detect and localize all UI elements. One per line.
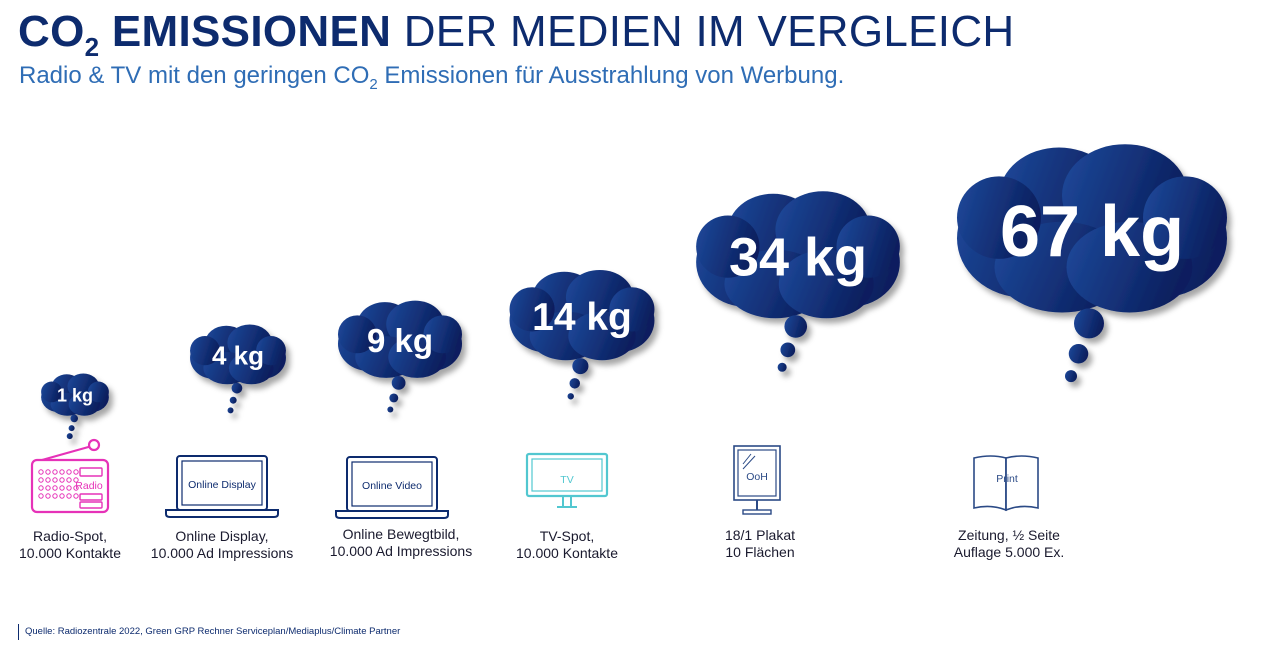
value-label-2: 4 kg (212, 340, 264, 370)
laptop-icon-display-label: Online Display (188, 479, 256, 491)
page-title: CO2 EMISSIONEN DER MEDIEN IM VERGLEICH (18, 7, 1015, 62)
thought-bubble (229, 396, 237, 404)
tv-icon-label: TV (560, 474, 573, 486)
thought-bubble (569, 378, 580, 389)
caption-radio: Radio-Spot, 10.000 Kontakte (19, 528, 121, 561)
billboard-icon: OoH (733, 445, 781, 515)
thought-bubble (387, 406, 394, 413)
cloud-6 (957, 144, 1227, 383)
value-label-5: 34 kg (729, 227, 867, 287)
thought-bubble (780, 342, 796, 358)
page-subtitle: Radio & TV mit den geringen CO2 Emission… (19, 62, 845, 93)
thought-bubble (777, 362, 787, 372)
cloud-2 (190, 324, 286, 414)
print-icon-label: Print (996, 473, 1018, 485)
ooh-icon-label: OoH (746, 471, 768, 483)
value-label-1: 1 kg (57, 385, 93, 405)
thought-bubble (66, 433, 73, 440)
cloud-3 (337, 300, 463, 413)
thought-bubble (784, 315, 808, 338)
radio-icon: Radio (30, 438, 110, 514)
value-label-3: 9 kg (367, 322, 433, 359)
value-label-6: 67 kg (1000, 192, 1184, 272)
thought-bubble (70, 414, 79, 423)
thought-bubble (567, 393, 574, 400)
caption-ooh: 18/1 Plakat 10 Flächen (724, 527, 796, 560)
thought-bubble (389, 393, 399, 403)
laptop-icon-display: Online Display (165, 455, 279, 518)
value-label-4: 14 kg (532, 296, 632, 339)
thought-bubble (1074, 308, 1104, 339)
caption-print: Zeitung, ½ Seite Auflage 5.000 Ex. (953, 527, 1065, 560)
cloud-1 (41, 373, 109, 440)
thought-bubble (1065, 370, 1077, 383)
thought-bubble (227, 407, 234, 414)
caption-online-video: Online Bewegtbild, 10.000 Ad Impressions (329, 526, 473, 559)
tv-icon: TV (525, 452, 609, 508)
radio-icon-label: Radio (75, 480, 103, 492)
laptop-icon-video-label: Online Video (362, 480, 422, 492)
thought-bubble (572, 358, 589, 375)
cloud-4 (509, 269, 655, 400)
thought-bubble (231, 382, 243, 394)
thought-bubble (68, 425, 75, 432)
newspaper-icon: Print (973, 455, 1039, 512)
laptop-icon-video: Online Video (335, 456, 449, 519)
cloud-5 (696, 191, 900, 372)
thought-bubble (1068, 343, 1089, 364)
caption-online-display: Online Display, 10.000 Ad Impressions (150, 528, 294, 561)
caption-tv: TV-Spot, 10.000 Kontakte (516, 528, 618, 561)
source-note: Quelle: Radiozentrale 2022, Green GRP Re… (18, 624, 400, 640)
thought-bubble (391, 376, 406, 390)
